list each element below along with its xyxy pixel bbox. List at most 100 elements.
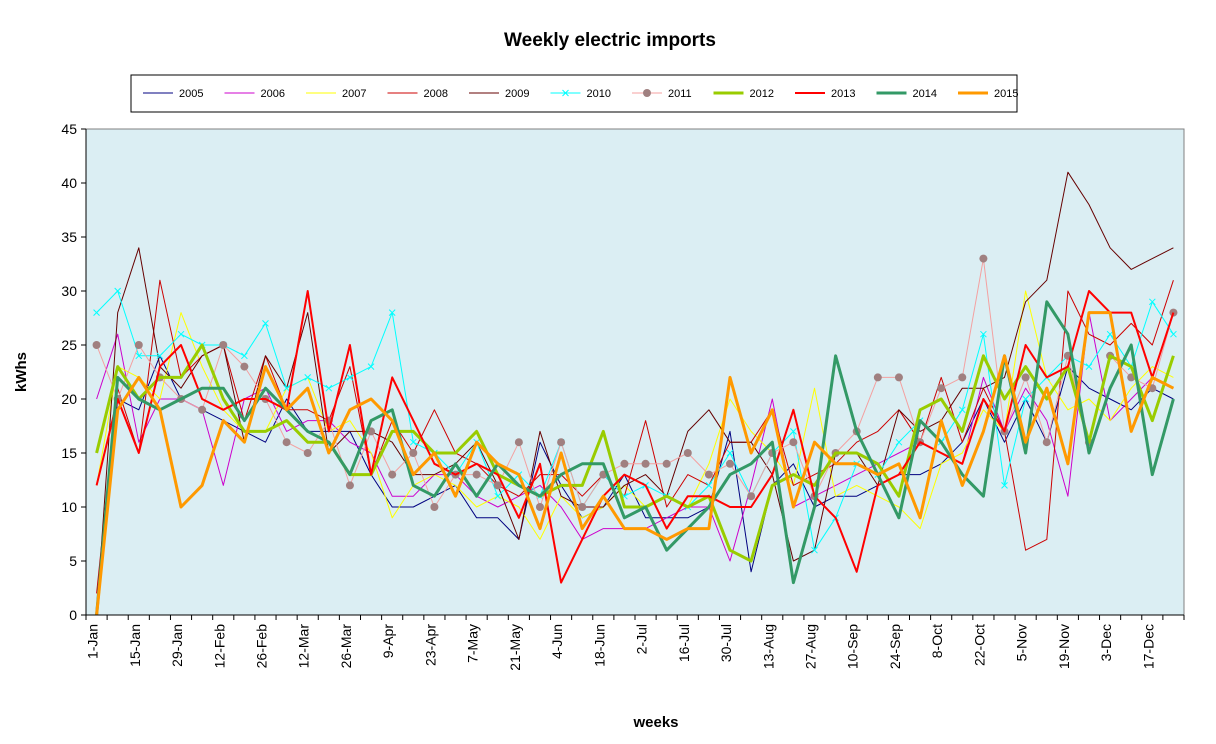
point-2011-24-sep — [894, 373, 903, 382]
point-2010-26-nov — [1085, 363, 1093, 370]
x-tick-label-7-may: 7-May — [465, 624, 481, 663]
point-2010-19-feb — [241, 352, 248, 360]
x-tick-label-2-jul: 2-Jul — [634, 624, 650, 654]
point-2011-12-nov — [1042, 438, 1051, 447]
chart-title: Weekly electric imports — [504, 30, 716, 51]
x-tick-label-23-apr: 23-Apr — [422, 624, 438, 666]
legend-item-2008: 2008 — [387, 88, 448, 100]
legend-label-2007: 2007 — [342, 88, 366, 100]
point-2011-20-aug — [789, 438, 798, 447]
y-tick-label-20: 20 — [61, 391, 77, 407]
x-tick-label-5-nov: 5-Nov — [1014, 624, 1030, 661]
x-tick-label-26-mar: 26-Mar — [338, 624, 354, 669]
x-tick-label-22-oct: 22-Oct — [971, 624, 987, 666]
legend-marker-2010 — [562, 89, 569, 97]
point-2011-11-jun — [578, 503, 587, 511]
y-tick-label-10: 10 — [61, 499, 77, 515]
x-tick-label-10-sep: 10-Sep — [845, 624, 861, 669]
point-2010-5-mar — [283, 384, 290, 392]
point-2010-24-dec — [1170, 330, 1177, 338]
point-2011-30-jul — [726, 459, 735, 468]
series-2013 — [95, 290, 1175, 584]
point-2011-2-jul — [641, 459, 650, 468]
point-2010-27-aug — [811, 546, 818, 554]
x-tick-label-12-feb: 12-Feb — [211, 624, 227, 669]
point-2011-23-jul — [704, 470, 713, 479]
series-2014 — [95, 300, 1175, 616]
point-2011-5-nov — [1021, 373, 1030, 382]
point-2010-20-aug — [790, 428, 797, 435]
y-tick-label-45: 45 — [61, 121, 77, 137]
y-tick-label-30: 30 — [61, 283, 77, 299]
y-axis-title: kWhs — [13, 352, 30, 392]
point-2011-17-sep — [873, 373, 882, 382]
series-line-2013 — [95, 290, 1175, 584]
legend-marker-2011 — [643, 89, 651, 97]
y-tick-label-0: 0 — [69, 607, 77, 623]
point-2010-22-jan — [156, 352, 164, 360]
point-2010-14-may — [494, 492, 502, 500]
point-2010-1-jan — [93, 309, 100, 316]
point-2010-24-sep — [895, 438, 903, 446]
point-2010-29-jan — [177, 330, 185, 338]
legend-label-2015: 2015 — [994, 88, 1018, 100]
legend-label-2012: 2012 — [750, 88, 774, 100]
legend-item-2005: 2005 — [143, 88, 203, 100]
legend-label-2010: 2010 — [587, 88, 611, 100]
point-2010-26-feb — [262, 320, 269, 327]
point-2011-23-apr — [430, 503, 439, 511]
point-2011-16-jul — [683, 449, 692, 457]
series-line-2014 — [95, 300, 1175, 616]
x-tick-label-8-oct: 8-Oct — [929, 624, 945, 658]
y-tick-label-5: 5 — [69, 553, 77, 569]
point-2011-5-mar — [282, 438, 291, 447]
legend: 2005 2006 2007 2008 2009 2010 2011 2012 2013 2014… — [130, 74, 1018, 113]
point-2011-15-oct — [958, 373, 967, 382]
legend-label-2005: 2005 — [179, 88, 203, 100]
point-2011-26-mar — [345, 481, 354, 490]
point-2011-9-apr — [388, 470, 397, 479]
series-2012 — [95, 343, 1175, 563]
legend-label-2014: 2014 — [913, 88, 937, 100]
series-2015 — [95, 311, 1175, 616]
point-2011-24-dec — [1169, 308, 1178, 317]
x-tick-label-13-aug: 13-Aug — [760, 624, 776, 669]
legend-item-2009: 2009 — [469, 88, 529, 100]
x-tick-label-27-aug: 27-Aug — [802, 624, 818, 669]
point-2011-21-may — [514, 438, 523, 447]
x-tick-label-12-mar: 12-Mar — [296, 624, 312, 669]
point-2011-16-apr — [409, 449, 418, 457]
point-2010-9-apr — [388, 309, 396, 316]
point-2011-12-mar — [303, 449, 312, 457]
x-tick-label-21-may: 21-May — [507, 624, 523, 671]
legend-label-2011: 2011 — [668, 88, 692, 100]
point-2010-23-jul — [705, 482, 713, 489]
point-2010-12-mar — [304, 374, 312, 381]
point-2010-30-jul — [726, 449, 734, 457]
point-2011-12-feb — [219, 341, 228, 349]
series-line-2015 — [95, 311, 1175, 616]
series-layer — [92, 171, 1178, 616]
point-2010-17-dec — [1148, 298, 1156, 306]
point-2010-2-apr — [367, 363, 375, 370]
legend-label-2008: 2008 — [424, 88, 448, 100]
x-tick-label-9-apr: 9-Apr — [380, 624, 396, 659]
legend-item-2007: 2007 — [306, 88, 366, 100]
y-tick-label-40: 40 — [61, 175, 77, 191]
legend-item-2006: 2006 — [224, 88, 285, 100]
point-2011-22-oct — [979, 254, 988, 263]
legend-item-2015: 2015 — [958, 88, 1018, 100]
point-2010-19-mar — [325, 384, 333, 392]
x-tick-label-26-feb: 26-Feb — [253, 624, 269, 669]
series-line-2012 — [95, 343, 1175, 563]
point-2010-16-apr — [409, 438, 417, 446]
x-tick-label-1-jan: 1-Jan — [85, 624, 101, 659]
point-2010-5-nov — [1022, 395, 1029, 403]
x-tick-label-24-sep: 24-Sep — [887, 624, 903, 669]
x-tick-label-29-jan: 29-Jan — [169, 624, 185, 667]
point-2011-8-oct — [937, 384, 946, 393]
y-tick-label-15: 15 — [61, 445, 77, 461]
point-2011-4-jun — [557, 438, 566, 447]
y-tick-label-25: 25 — [61, 337, 77, 353]
